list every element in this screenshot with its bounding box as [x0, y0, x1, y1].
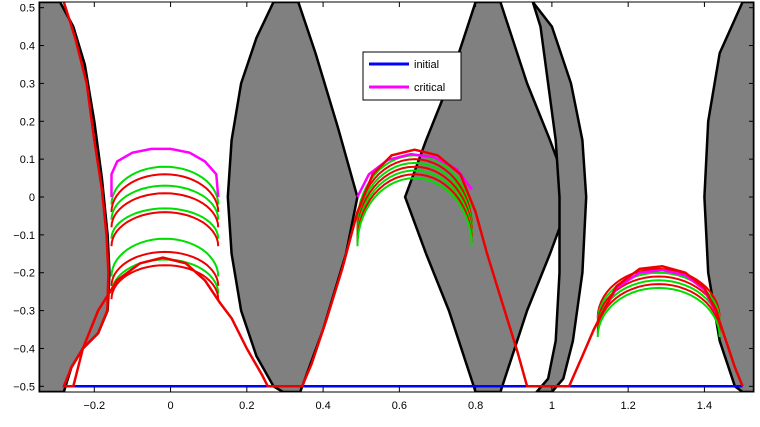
intermediate-arc	[596, 271, 721, 323]
y-tick-label: 0	[29, 192, 35, 204]
intermediate-arc	[110, 192, 220, 228]
intermediate-arc	[356, 169, 473, 239]
intermediate-arc	[110, 264, 220, 300]
x-tick-label: 0.6	[392, 400, 407, 412]
intermediate-arc	[356, 177, 473, 247]
x-tick-label: 1.4	[697, 400, 712, 412]
x-tick-label: 0.4	[315, 400, 330, 412]
series-line-critical	[110, 147, 220, 198]
final-shape-curve	[62, 2, 744, 388]
y-tick-label: −0.1	[13, 230, 35, 242]
y-axis-ticks: −0.5 −0.4 −0.3 −0.2 −0.1 0 0.1 0.2 0.3 0.4 0.5	[13, 3, 754, 393]
obstacle-shape	[703, 2, 754, 392]
intermediate-arcs-layer	[110, 154, 721, 338]
y-tick-label: 0.4	[20, 41, 35, 53]
intermediate-arc	[110, 184, 220, 220]
intermediate-arc	[356, 173, 473, 243]
series-line-critical	[356, 152, 473, 198]
y-tick-label: −0.3	[13, 306, 35, 318]
legend-label-critical: critical	[414, 82, 445, 94]
y-tick-label: 0.5	[20, 3, 35, 15]
x-tick-label: 0.8	[468, 400, 483, 412]
intermediate-arc	[110, 207, 220, 239]
x-tick-label: 1	[549, 400, 555, 412]
x-tick-label: 0.2	[239, 400, 254, 412]
intermediate-arc	[596, 286, 721, 338]
y-tick-label: 0.3	[20, 78, 35, 90]
intermediate-arc	[110, 250, 220, 287]
x-tick-label: 0	[167, 400, 173, 412]
legend: initial critical	[362, 51, 462, 101]
intermediate-arc	[356, 161, 473, 232]
y-tick-label: −0.2	[13, 268, 35, 280]
y-tick-label: −0.4	[13, 343, 35, 355]
intermediate-arc	[110, 258, 220, 294]
obstacle-shape	[531, 2, 588, 392]
y-tick-label: 0.1	[20, 154, 35, 166]
intermediate-arc	[110, 173, 220, 213]
series-layer	[62, 2, 744, 388]
intermediate-arc	[110, 211, 220, 247]
intermediate-arc	[596, 267, 721, 319]
x-tick-label: −0.2	[83, 400, 105, 412]
intermediate-arc	[356, 165, 473, 235]
x-tick-label: 1.2	[621, 400, 636, 412]
intermediate-arc	[110, 237, 220, 277]
legend-label-initial: initial	[414, 59, 439, 71]
y-tick-label: −0.5	[13, 381, 35, 393]
obstacle-shape	[226, 2, 359, 392]
legend-box	[362, 51, 462, 101]
intermediate-arc	[110, 165, 220, 205]
x-axis-ticks: −0.2 0 0.2 0.4 0.6 0.8 1 1.2 1.4	[83, 2, 712, 412]
y-tick-label: 0.2	[20, 116, 35, 128]
